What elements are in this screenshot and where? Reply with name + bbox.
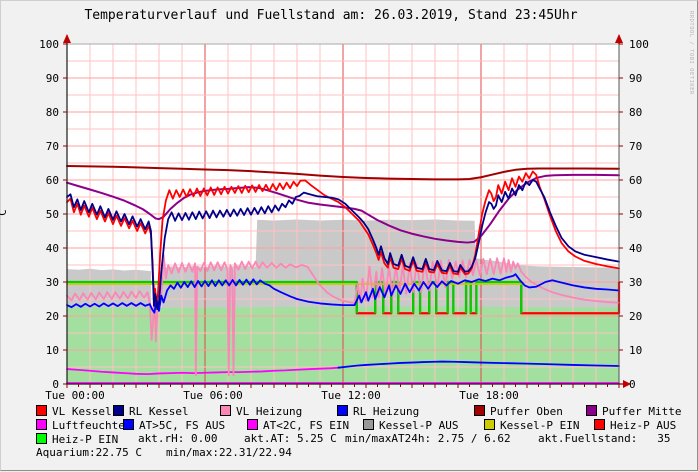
y-tick-label-right: 60 xyxy=(629,174,642,187)
graph-title: Temperaturverlauf und Fuellstand am: 26.… xyxy=(84,8,578,23)
legend-stat: Aquarium:22.75 C xyxy=(36,447,142,458)
rl-heizung-line xyxy=(66,273,620,314)
rl-kessel-line xyxy=(66,179,620,311)
legend-label: min/maxAT24h: 2.75 / 6.62 xyxy=(345,432,511,445)
y-tick-label: 60 xyxy=(46,174,59,187)
legend-swatch-icon xyxy=(247,419,258,430)
legend-swatch-icon xyxy=(220,405,231,416)
y-tick-label-right: 70 xyxy=(629,140,642,153)
legend-label: RL Heizung xyxy=(353,405,420,418)
y-tick-label-right: 90 xyxy=(629,72,642,85)
legend-item: AT<2C, FS EIN xyxy=(247,419,349,431)
legend-swatch-icon xyxy=(484,419,495,430)
y-tick-label: 10 xyxy=(46,344,59,357)
y-tick-label-right: 100 xyxy=(629,38,649,51)
y-tick-label-right: 20 xyxy=(629,310,642,323)
legend-label: Heiz-P EIN xyxy=(52,433,119,446)
legend-item: Heiz-P AUS xyxy=(594,419,676,431)
chart-plot: 0 0 10 10 20 20 30 30 40 40 50 50 60 60 70 70 80 80 90 90 10… xyxy=(39,34,649,402)
legend-label: Aquarium:22.75 C xyxy=(36,446,142,459)
legend-label: Puffer Mitte xyxy=(602,405,682,418)
legend-swatch-icon xyxy=(337,405,348,416)
legend-item: Heiz-P EIN xyxy=(36,433,118,445)
legend-label: VL Kessel xyxy=(52,405,112,418)
x-tick-label: Tue 18:00 xyxy=(459,389,519,402)
legend-swatch-icon xyxy=(594,419,605,430)
legend-label: Puffer Oben xyxy=(490,405,563,418)
right-axis-arrow-icon xyxy=(615,34,623,43)
at-fs-aus-line xyxy=(337,360,620,369)
legend-label: VL Heizung xyxy=(236,405,303,418)
y-tick-label: 20 xyxy=(46,310,59,323)
heiz-p-ein-line xyxy=(412,280,422,314)
legend-label: Kessel-P AUS xyxy=(379,419,459,432)
y-tick-label: 80 xyxy=(46,106,59,119)
legend-label: Heiz-P AUS xyxy=(610,419,677,432)
y-tick-label: 40 xyxy=(46,242,59,255)
y-tick-label-right: 10 xyxy=(629,344,642,357)
y-tick-label: 70 xyxy=(46,140,59,153)
y-tick-label-right: 30 xyxy=(629,276,642,289)
at-fs-ein-line xyxy=(66,366,340,376)
legend-label: min/max:22.31/22.94 xyxy=(166,446,292,459)
legend-item: VL Heizung xyxy=(220,405,302,417)
legend-item: Puffer Mitte xyxy=(586,405,681,417)
y-tick-label: 30 xyxy=(46,276,59,289)
rrdtool-watermark: RRDTOOL / TOBI OETIKER xyxy=(688,11,694,95)
legend-swatch-icon xyxy=(113,405,124,416)
legend-stat: min/max:22.31/22.94 xyxy=(166,447,292,458)
legend-label: AT<2C, FS EIN xyxy=(263,419,350,432)
heiz-p-ein-line xyxy=(475,280,523,314)
y-tick-label-right: 80 xyxy=(629,106,642,119)
legend-label: akt.Fuellstand: 35 xyxy=(538,432,671,445)
legend-stat: akt.AT: 5.25 C xyxy=(244,433,337,444)
legend-swatch-icon xyxy=(474,405,485,416)
legend-stat: akt.rH: 0.00 xyxy=(138,433,217,444)
legend-item: RL Heizung xyxy=(337,405,419,417)
x-tick-label: Tue 12:00 xyxy=(321,389,381,402)
x-tick-label: Tue 06:00 xyxy=(183,389,243,402)
y-tick-label: 50 xyxy=(46,208,59,221)
legend-item: VL Kessel xyxy=(36,405,112,417)
legend-item: Puffer Oben xyxy=(474,405,563,417)
legend-swatch-icon xyxy=(36,433,47,444)
y-axis-arrow-icon xyxy=(63,34,71,43)
legend-swatch-icon xyxy=(123,419,134,430)
legend-swatch-icon xyxy=(586,405,597,416)
legend-item: Luftfeuchte xyxy=(36,419,125,431)
y-tick-label-right: 50 xyxy=(629,208,642,221)
y-tick-label: 0 xyxy=(52,378,59,391)
legend-item: RL Kessel xyxy=(113,405,189,417)
puffer-mitte-line xyxy=(66,173,620,244)
legend-stat: min/maxAT24h: 2.75 / 6.62 xyxy=(345,433,511,444)
legend-label: RL Kessel xyxy=(129,405,189,418)
legend-item: Kessel-P EIN xyxy=(484,419,579,431)
legend-label: akt.rH: 0.00 xyxy=(138,432,218,445)
legend-swatch-icon xyxy=(36,405,47,416)
legend-label: AT>5C, FS AUS xyxy=(139,419,226,432)
y-tick-label: 100 xyxy=(39,38,59,51)
legend-label: akt.AT: 5.25 C xyxy=(244,432,337,445)
y-tick-label-right: 0 xyxy=(629,378,636,391)
heiz-p-ein-line xyxy=(67,280,358,314)
y-tick-label: 90 xyxy=(46,72,59,85)
y-tick-label-right: 40 xyxy=(629,242,642,255)
legend-item: AT>5C, FS AUS xyxy=(123,419,225,431)
x-axis-arrow-icon xyxy=(623,380,631,388)
x-tick-label: Tue 00:00 xyxy=(45,389,105,402)
legend-label: Luftfeuchte xyxy=(52,419,125,432)
legend-swatch-icon xyxy=(363,419,374,430)
legend-item: Kessel-P AUS xyxy=(363,419,458,431)
legend-label: Kessel-P EIN xyxy=(500,419,580,432)
legend-swatch-icon xyxy=(36,419,47,430)
puffer-oben-line xyxy=(66,165,620,181)
legend-stat: akt.Fuellstand: 35 xyxy=(538,433,670,444)
